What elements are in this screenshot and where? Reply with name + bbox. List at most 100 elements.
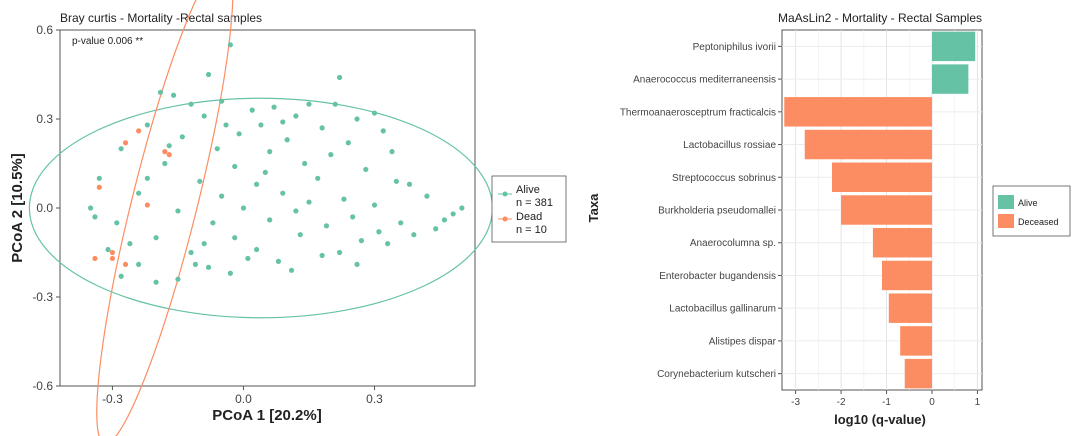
point-alive — [105, 246, 111, 253]
point-alive — [219, 193, 225, 199]
point-alive — [118, 146, 124, 152]
point-alive — [253, 246, 260, 253]
point-dead — [109, 249, 116, 256]
point-alive — [92, 214, 98, 220]
bar-deceased — [784, 97, 932, 127]
point-alive — [87, 205, 94, 211]
point-alive — [398, 220, 404, 226]
point-alive — [227, 42, 233, 48]
point-alive — [293, 113, 299, 119]
pcoa-y-tick-label: -0.3 — [32, 290, 53, 304]
legend-alive-count: n = 381 — [516, 197, 553, 209]
bar-alive — [932, 64, 969, 94]
maaslin-bars — [784, 31, 976, 389]
point-alive — [459, 205, 465, 211]
point-alive — [179, 134, 185, 140]
point-alive — [450, 211, 456, 217]
point-alive — [336, 249, 343, 256]
point-dead — [162, 149, 168, 155]
point-alive — [170, 92, 177, 98]
point-alive — [332, 101, 338, 107]
maaslin-x-axis: -3 -2 -1 0 1 — [791, 390, 981, 408]
maaslin-x-tick-label: -1 — [882, 397, 891, 408]
point-alive — [144, 122, 150, 128]
point-alive — [219, 98, 225, 104]
taxa-label: Streptococcus sobrinus — [672, 173, 776, 184]
pcoa-plot-area — [59, 29, 476, 387]
point-alive — [136, 261, 142, 267]
point-alive — [153, 279, 159, 285]
maaslin-y-label: Taxa — [586, 193, 601, 222]
bar-deceased — [872, 228, 932, 258]
point-alive — [328, 152, 334, 158]
point-alive — [323, 223, 330, 229]
maaslin-x-tick-label: 1 — [975, 397, 981, 408]
point-alive — [232, 163, 238, 170]
point-alive — [249, 107, 255, 113]
point-alive — [162, 160, 168, 167]
pcoa-points — [87, 42, 465, 285]
point-alive — [284, 137, 290, 143]
point-alive — [280, 119, 286, 125]
maaslin-taxa-labels: Peptoniphilus ivorii Anaerococcus mediter… — [620, 42, 782, 380]
maaslin-legend-box — [992, 185, 1071, 237]
point-alive — [232, 235, 238, 241]
point-alive — [280, 190, 286, 196]
point-alive — [371, 110, 378, 116]
bar-deceased — [882, 260, 932, 291]
pcoa-y-tick-label: 0.0 — [36, 201, 53, 215]
bar-deceased — [841, 195, 932, 225]
legend-alive-swatch — [502, 191, 508, 197]
taxa-label: Lactobacillus gallinarum — [669, 304, 776, 315]
pcoa-y-tick-label: 0.3 — [36, 112, 53, 126]
pcoa-y-axis: -0.6 -0.3 0.0 0.3 0.6 — [32, 23, 60, 393]
taxa-label: Thermoanaerosceptrum fracticalcis — [620, 107, 776, 118]
point-alive — [197, 178, 203, 184]
maaslin-legend: Alive Deceased — [992, 185, 1071, 237]
bar-deceased — [900, 326, 932, 356]
maaslin-x-tick-label: -2 — [837, 397, 846, 408]
point-alive — [406, 181, 413, 187]
point-alive — [258, 122, 264, 128]
pcoa-y-tick-label: 0.6 — [36, 23, 53, 37]
pcoa-legend: Alive n = 381 Dead n = 10 — [491, 175, 567, 243]
point-alive — [389, 149, 395, 155]
point-dead — [136, 128, 142, 134]
point-alive — [240, 205, 247, 211]
point-alive — [411, 232, 417, 238]
point-alive — [96, 175, 102, 181]
point-alive — [358, 238, 365, 244]
point-alive — [376, 229, 382, 235]
point-alive — [210, 220, 216, 226]
point-alive — [201, 113, 207, 119]
point-alive — [214, 146, 220, 152]
maaslin-x-tick-label: 0 — [929, 397, 935, 408]
point-alive — [223, 122, 229, 128]
point-alive — [236, 131, 242, 137]
point-alive — [380, 128, 386, 134]
legend-dead-count: n = 10 — [516, 224, 547, 236]
point-dead — [96, 184, 102, 190]
point-alive — [441, 217, 448, 223]
legend-dead-label: Dead — [516, 211, 542, 223]
legend-deceased-label: Deceased — [1018, 217, 1059, 227]
pcoa-x-tick-label: -0.3 — [102, 392, 123, 406]
pcoa-x-tick-label: 0.3 — [366, 392, 383, 406]
point-alive — [371, 202, 378, 208]
point-dead — [166, 152, 172, 158]
point-alive — [175, 276, 181, 282]
point-alive — [271, 104, 277, 110]
taxa-label: Anaerococcus mediterraneensis — [633, 75, 776, 86]
point-alive — [267, 149, 273, 155]
point-alive — [363, 166, 369, 173]
legend-alive-label: Alive — [516, 184, 540, 196]
point-alive — [433, 226, 439, 232]
point-alive — [144, 175, 150, 181]
point-alive — [136, 190, 142, 196]
legend-deceased-swatch — [998, 214, 1014, 228]
point-alive — [275, 258, 282, 264]
point-dead — [92, 255, 98, 262]
point-alive — [175, 208, 181, 214]
point-dead — [122, 261, 129, 267]
